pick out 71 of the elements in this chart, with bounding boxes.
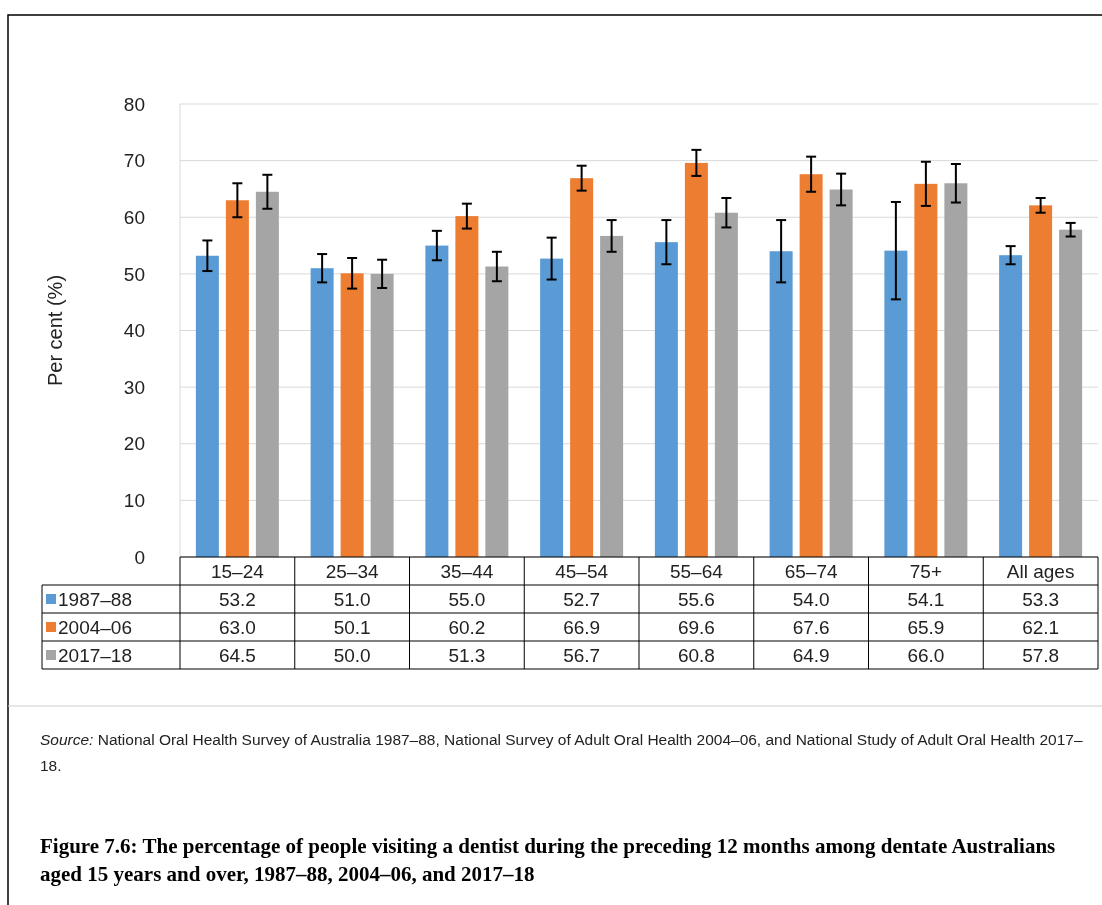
bar (684, 162, 708, 557)
y-tick-label: 60 (123, 206, 145, 228)
bar (485, 266, 509, 557)
x-tick-label: All ages (1006, 560, 1075, 582)
x-tick-label: 65–74 (784, 560, 838, 582)
bar (1029, 205, 1053, 557)
x-tick-label: 15–24 (210, 560, 265, 582)
data-label: 57.8 (1022, 644, 1060, 666)
y-tick-label: 10 (123, 490, 145, 512)
text: Source: National Oral Health Survey of Australia 1987–88, National Survey of Adult Oral Health 2004–06, and National Study of Adult Oral Health 2017–18. (40, 731, 1083, 774)
bar (370, 273, 394, 557)
data-label: 50.1 (333, 616, 371, 638)
bar (570, 178, 594, 557)
x-tick-label: 25–34 (325, 560, 379, 582)
bar (654, 242, 678, 557)
data-label: 67.6 (792, 616, 830, 638)
y-tick-label: 0 (134, 546, 145, 568)
data-label: 53.3 (1022, 588, 1060, 610)
bar (310, 268, 334, 557)
data-label: 60.2 (448, 616, 486, 638)
y-axis-title: Per cent (%) (44, 274, 66, 387)
bar (255, 191, 279, 557)
bar (884, 250, 908, 557)
data-label: 64.9 (792, 644, 830, 666)
x-tick-label: 35–44 (440, 560, 494, 582)
bar (829, 189, 853, 557)
bar (340, 273, 364, 557)
bar (999, 255, 1023, 557)
bar (944, 183, 968, 557)
bar (540, 258, 564, 557)
legend-label: 2017–18 (58, 644, 132, 666)
data-label: 62.1 (1022, 616, 1060, 638)
x-tick-label: 55–64 (669, 560, 724, 582)
data-label: 50.0 (333, 644, 371, 666)
x-tick-label: 75+ (909, 560, 942, 582)
data-label: 65.9 (907, 616, 945, 638)
bar (769, 251, 793, 557)
data-label: 64.5 (218, 644, 256, 666)
data-label: 54.1 (907, 588, 945, 610)
bar (799, 174, 823, 557)
y-tick-label: 20 (123, 433, 145, 455)
data-label: 66.0 (907, 644, 945, 666)
data-label: 56.7 (563, 644, 601, 666)
y-tick-label: 50 (123, 263, 145, 285)
y-tick-label: 70 (123, 150, 145, 172)
legend-label: 2004–06 (58, 616, 132, 638)
y-tick-label: 80 (123, 93, 145, 115)
data-label: 63.0 (218, 616, 256, 638)
data-label: 55.0 (448, 588, 486, 610)
y-tick-label: 30 (123, 376, 145, 398)
data-label: 51.0 (333, 588, 371, 610)
data-label: 69.6 (677, 616, 715, 638)
bar (195, 255, 219, 557)
data-label: 60.8 (677, 644, 715, 666)
data-label: 51.3 (448, 644, 486, 666)
legend-label: 1987–88 (58, 588, 132, 610)
x-tick-label: 45–54 (555, 560, 609, 582)
bar (914, 183, 938, 557)
y-tick-label: 40 (123, 320, 145, 342)
bar (714, 212, 738, 557)
data-label: 55.6 (677, 588, 715, 610)
bar (455, 216, 479, 557)
data-label: 53.2 (218, 588, 256, 610)
data-label: 54.0 (792, 588, 830, 610)
bar (225, 200, 249, 557)
data-label: 52.7 (563, 588, 601, 610)
bar (1059, 229, 1083, 557)
bar (425, 245, 449, 557)
bar (600, 235, 624, 557)
data-label: 66.9 (563, 616, 601, 638)
text: Figure 7.6: The percentage of people visiting a dentist during the preceding 12 months among dentate Australians aged 15 years and over, 1987–88, 2004–06, and 2017–18 (40, 833, 1057, 888)
